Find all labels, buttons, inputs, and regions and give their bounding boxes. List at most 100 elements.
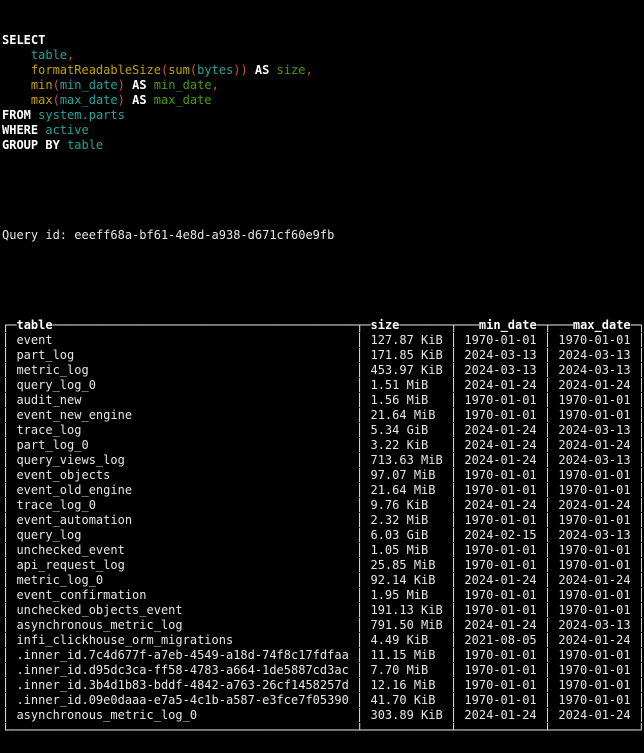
table-cell-max_date: 2024-03-13 — [551, 453, 638, 467]
table-border: │ — [543, 708, 552, 722]
sql-line: GROUP BY table — [2, 138, 644, 153]
table-border: │ — [637, 573, 644, 587]
table-cell-size: 1.56 MiB — [363, 393, 450, 407]
table-border: │ — [543, 393, 552, 407]
table-border: │ — [449, 678, 458, 692]
table-cell-size: 791.50 MiB — [363, 618, 450, 632]
sql-keyword: AS — [254, 63, 270, 77]
table-cell-min_date: 1970-01-01 — [457, 603, 544, 617]
table-border: │ — [356, 528, 364, 542]
table-border: │ — [637, 438, 644, 452]
sql-query: SELECT table, formatReadableSize(sum(byt… — [2, 33, 644, 153]
sql-keyword: SELECT — [2, 33, 46, 47]
table-border: │ — [449, 333, 458, 347]
table-border: │ — [637, 708, 644, 722]
table-border: │ — [637, 558, 644, 572]
table-border: │ — [543, 348, 552, 362]
terminal-screen: { "colors": { "background": "#000000", "… — [2, 33, 644, 737]
sql-punctuation: ) — [117, 78, 125, 92]
sql-text — [2, 78, 31, 92]
table-border: │ — [637, 483, 644, 497]
table-cell-min_date: 1970-01-01 — [457, 588, 544, 602]
table-border: │ — [637, 618, 644, 632]
table-cell-table: unchecked_objects_event — [9, 603, 357, 617]
table-header-row: ┌─table─────────────────────────────────… — [2, 318, 644, 333]
sql-alias: min_date — [153, 78, 212, 92]
table-cell-max_date: 1970-01-01 — [551, 543, 638, 557]
table-cell-max_date: 1970-01-01 — [551, 513, 638, 527]
table-border: ─ — [363, 318, 371, 332]
query-id-value: eeeff68a-bf61-4e8d-a938-d671cf60e9fb — [74, 228, 335, 242]
table-border: │ — [356, 633, 364, 647]
table-border: │ — [2, 438, 10, 452]
table-border: │ — [637, 633, 644, 647]
table-cell-table: trace_log — [9, 423, 357, 437]
table-border: │ — [637, 423, 644, 437]
table-border: │ — [543, 618, 552, 632]
table-border: │ — [637, 348, 644, 362]
table-cell-size: 92.14 KiB — [363, 573, 450, 587]
table-cell-size: 12.16 MiB — [363, 678, 450, 692]
table-cell-max_date: 2024-03-13 — [551, 528, 638, 542]
sql-keyword: AS — [132, 93, 147, 107]
table-row: │ audit_new │ 1.56 MiB │ 1970-01-01 │ 19… — [2, 393, 644, 408]
table-border: │ — [2, 333, 10, 347]
column-header-max_date: max_date — [572, 318, 631, 332]
table-border: │ — [637, 528, 644, 542]
table-cell-max_date: 2024-01-24 — [551, 438, 638, 452]
table-cell-table: api_request_log — [9, 558, 357, 572]
sql-identifier: system.parts — [38, 108, 125, 122]
table-row: │ part_log_0 │ 3.22 KiB │ 2024-01-24 │ 2… — [2, 438, 644, 453]
table-border: │ — [449, 363, 458, 377]
table-border: │ — [543, 453, 552, 467]
table-cell-max_date: 2024-01-24 — [551, 378, 638, 392]
sql-identifier: table — [67, 138, 104, 152]
table-border: │ — [543, 423, 552, 437]
table-border: │ — [356, 408, 364, 422]
table-border: │ — [449, 708, 458, 722]
query-id-label: Query id: — [2, 228, 68, 242]
sql-alias: max_date — [153, 93, 212, 107]
table-row: │ part_log │ 171.85 KiB │ 2024-03-13 │ 2… — [2, 348, 644, 363]
table-cell-size: 6.03 GiB — [363, 528, 450, 542]
table-cell-max_date: 2024-01-24 — [551, 498, 638, 512]
table-border: │ — [449, 483, 458, 497]
table-cell-min_date: 1970-01-01 — [457, 483, 544, 497]
table-row: │ metric_log │ 453.97 KiB │ 2024-03-13 │… — [2, 363, 644, 378]
table-border: ┌ — [2, 318, 10, 332]
table-bottom-border: └───────────────────────────────────────… — [2, 723, 644, 738]
table-border: │ — [449, 348, 458, 362]
table-border: │ — [449, 573, 458, 587]
table-border: │ — [2, 408, 10, 422]
sql-identifier: active — [45, 123, 89, 137]
table-cell-table: asynchronous_metric_log_0 — [9, 708, 357, 722]
table-border: │ — [543, 558, 552, 572]
table-cell-size: 127.87 KiB — [363, 333, 450, 347]
sql-text — [2, 63, 31, 77]
sql-line: max(max_date) AS max_date — [2, 93, 644, 108]
table-border: │ — [449, 453, 458, 467]
table-row: │ trace_log │ 5.34 GiB │ 2024-01-24 │ 20… — [2, 423, 644, 438]
table-cell-max_date: 1970-01-01 — [551, 393, 638, 407]
table-border: │ — [356, 708, 364, 722]
table-border: │ — [543, 513, 552, 527]
table-border: │ — [356, 348, 364, 362]
table-border: │ — [543, 438, 552, 452]
table-cell-size: 453.97 KiB — [363, 363, 450, 377]
table-border: │ — [637, 408, 644, 422]
sql-text — [125, 78, 132, 92]
table-border: │ — [2, 603, 10, 617]
table-border: │ — [356, 573, 364, 587]
table-row: │ event │ 127.87 KiB │ 1970-01-01 │ 1970… — [2, 333, 644, 348]
table-cell-max_date: 1970-01-01 — [551, 483, 638, 497]
sql-line: min(min_date) AS min_date, — [2, 78, 644, 93]
table-border: │ — [356, 648, 364, 662]
table-border: │ — [449, 423, 458, 437]
table-border: │ — [637, 378, 644, 392]
table-border: │ — [637, 468, 644, 482]
sql-punctuation: ( — [160, 63, 169, 77]
table-border: │ — [2, 558, 10, 572]
sql-text — [248, 63, 255, 77]
table-border: │ — [543, 408, 552, 422]
table-cell-max_date: 1970-01-01 — [551, 663, 638, 677]
